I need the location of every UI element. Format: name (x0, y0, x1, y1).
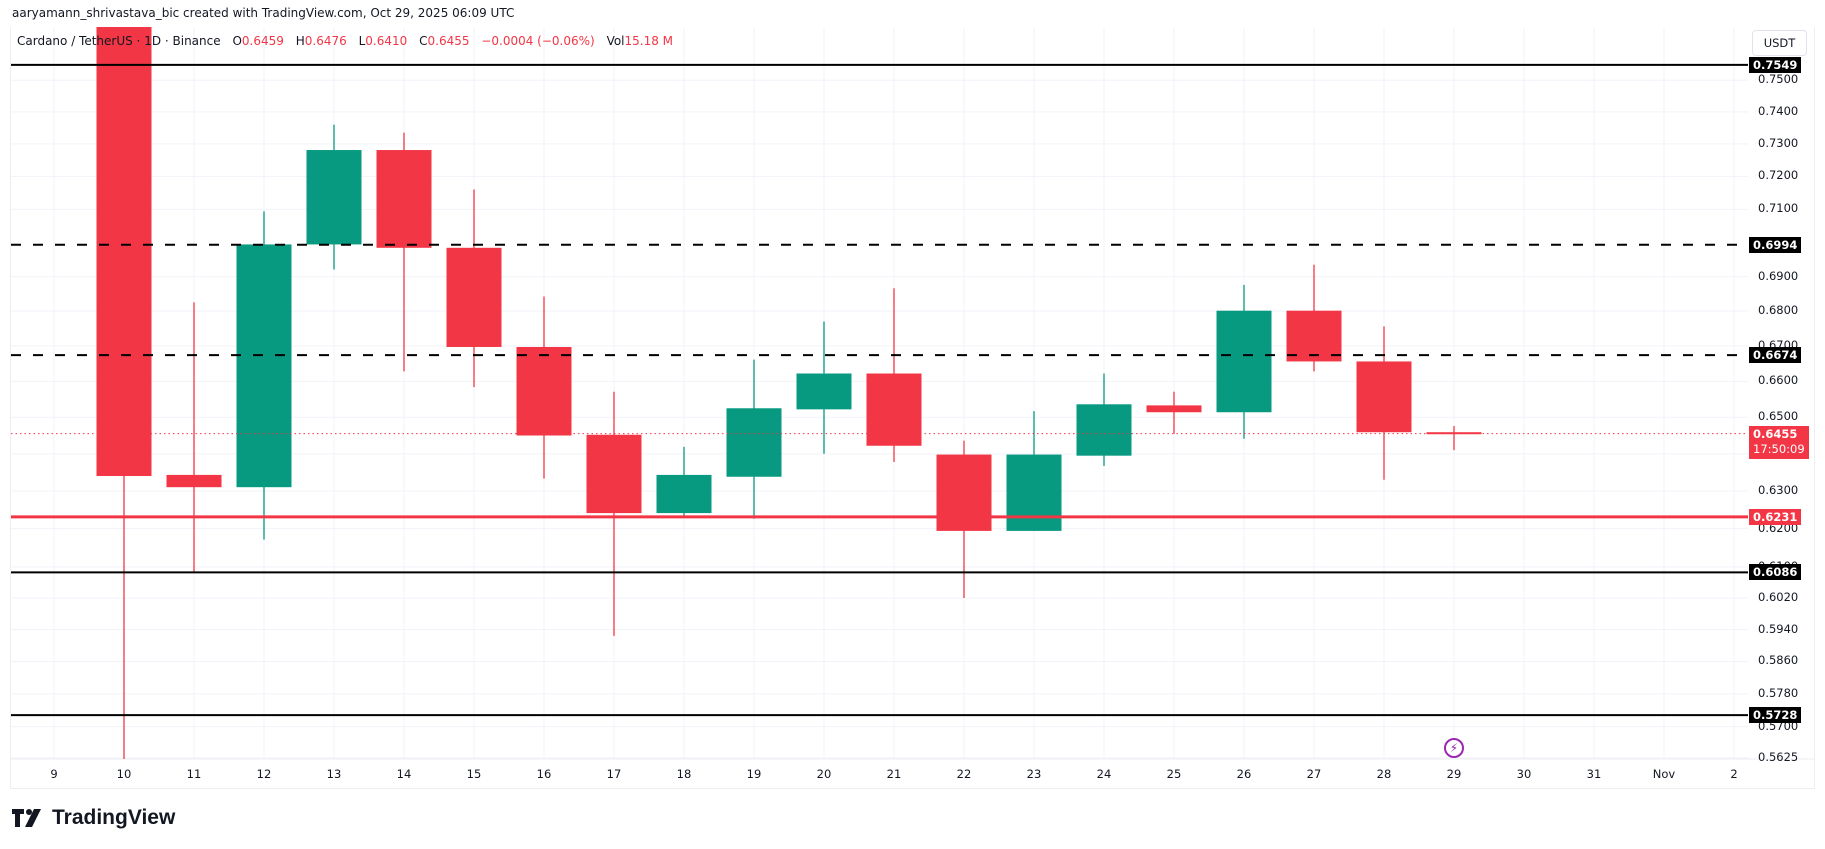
candle-body-down (1146, 405, 1202, 413)
candle-body-down (936, 454, 992, 531)
candle-body-up (236, 244, 292, 488)
candle-body-down (866, 373, 922, 446)
time-tick-label: 13 (326, 767, 342, 781)
candle-body-down (96, 27, 152, 477)
time-tick-label: 27 (1306, 767, 1322, 781)
time-tick-label: 24 (1096, 767, 1112, 781)
last-price-value: 0.6455 (1753, 427, 1798, 441)
high-value: 0.6476 (304, 34, 347, 48)
time-tick-label: 31 (1586, 767, 1602, 781)
candle-body-up (726, 408, 782, 477)
time-tick-label: 25 (1166, 767, 1182, 781)
time-tick-label: 22 (956, 767, 972, 781)
time-tick-label: 20 (816, 767, 832, 781)
candle-body-up (1076, 404, 1132, 456)
level-price-tag: 0.7549 (1749, 56, 1802, 73)
last-price-tag: 0.6455 17:50:09 (1749, 426, 1809, 459)
symbol-legend: Cardano / TetherUS · 1D · Binance O0.645… (17, 34, 673, 48)
candle-body-up (1216, 310, 1272, 413)
volume-value: 15.18 M (624, 34, 674, 48)
candle-body-down (376, 150, 432, 248)
level-price-tag: 0.6994 (1749, 236, 1802, 253)
candle-body-down (516, 346, 572, 436)
time-tick-label: 15 (466, 767, 482, 781)
close-label: C (419, 34, 428, 48)
time-tick-label: 29 (1446, 767, 1462, 781)
price-tick-label: 0.5625 (1758, 749, 1799, 764)
time-tick-label: 11 (186, 767, 202, 781)
logo-text: TradingView (52, 806, 176, 829)
candle-body-up (796, 373, 852, 410)
candle-body-up (656, 474, 712, 514)
chart-pane[interactable] (10, 27, 1815, 789)
candle-body-down (586, 434, 642, 514)
price-tick-label: 0.7300 (1758, 135, 1799, 150)
time-tick-label: 10 (116, 767, 132, 781)
plot-area (11, 27, 1748, 759)
lightning-event-icon[interactable]: ⚡︎ (1444, 738, 1464, 758)
price-tick-label: 0.7100 (1758, 201, 1799, 216)
price-tick-label: 0.6300 (1758, 482, 1799, 497)
candle-body-down (1286, 310, 1342, 362)
attribution-text: aaryamann_shrivastava_bic created with T… (12, 6, 515, 20)
tradingview-logo-icon (12, 809, 41, 827)
currency-button[interactable]: USDT (1752, 30, 1807, 56)
price-tick-label: 0.6500 (1758, 409, 1799, 424)
tradingview-logo[interactable]: TradingView (12, 806, 175, 830)
time-tick-label: 28 (1376, 767, 1392, 781)
time-tick-label: 16 (536, 767, 552, 781)
price-tick-label: 0.6600 (1758, 373, 1799, 388)
volume-label: Vol (606, 34, 625, 48)
level-price-tag: 0.5728 (1749, 707, 1802, 724)
price-tick-label: 0.5780 (1758, 685, 1799, 700)
level-price-tag: 0.6086 (1749, 564, 1802, 581)
bar-countdown: 17:50:09 (1753, 442, 1805, 456)
candle-body-up (1006, 454, 1062, 531)
price-tick-label: 0.7400 (1758, 103, 1799, 118)
candle-body-down (1356, 361, 1412, 433)
candle-body-down (166, 474, 222, 488)
price-tick-label: 0.7500 (1758, 72, 1799, 87)
time-tick-label: 12 (256, 767, 272, 781)
price-tick-label: 0.6020 (1758, 590, 1799, 604)
low-label: L (358, 34, 366, 48)
change-value: −0.0004 (−0.06%) (481, 34, 595, 48)
close-value: 0.6455 (427, 34, 470, 48)
time-tick-label: Nov (1652, 767, 1676, 781)
time-tick-label: 19 (746, 767, 762, 781)
time-tick-label: 9 (50, 767, 58, 781)
time-tick-label: 18 (676, 767, 692, 781)
level-price-tag: 0.6231 (1749, 508, 1802, 525)
symbol-title[interactable]: Cardano / TetherUS · 1D · Binance (17, 34, 221, 48)
level-price-tag: 0.6674 (1749, 347, 1802, 364)
time-tick-label: 23 (1026, 767, 1042, 781)
time-tick-label: 26 (1236, 767, 1252, 781)
time-tick-label: 2 (1730, 767, 1738, 781)
price-tick-label: 0.5940 (1758, 621, 1799, 636)
candle-body-up (306, 150, 362, 245)
price-tick-label: 0.5860 (1758, 653, 1799, 668)
low-value: 0.6410 (365, 34, 408, 48)
time-tick-label: 14 (396, 767, 412, 781)
price-tick-label: 0.6900 (1758, 268, 1799, 283)
time-tick-label: 21 (886, 767, 902, 781)
candle-body-down (446, 247, 502, 347)
time-tick-label: 30 (1516, 767, 1532, 781)
high-label: H (295, 34, 305, 48)
candle-body-down (1426, 432, 1482, 435)
open-value: 0.6459 (241, 34, 284, 48)
price-tick-label: 0.7200 (1758, 168, 1799, 183)
time-tick-label: 17 (606, 767, 622, 781)
open-label: O (232, 34, 242, 48)
price-tick-label: 0.6800 (1758, 303, 1799, 318)
